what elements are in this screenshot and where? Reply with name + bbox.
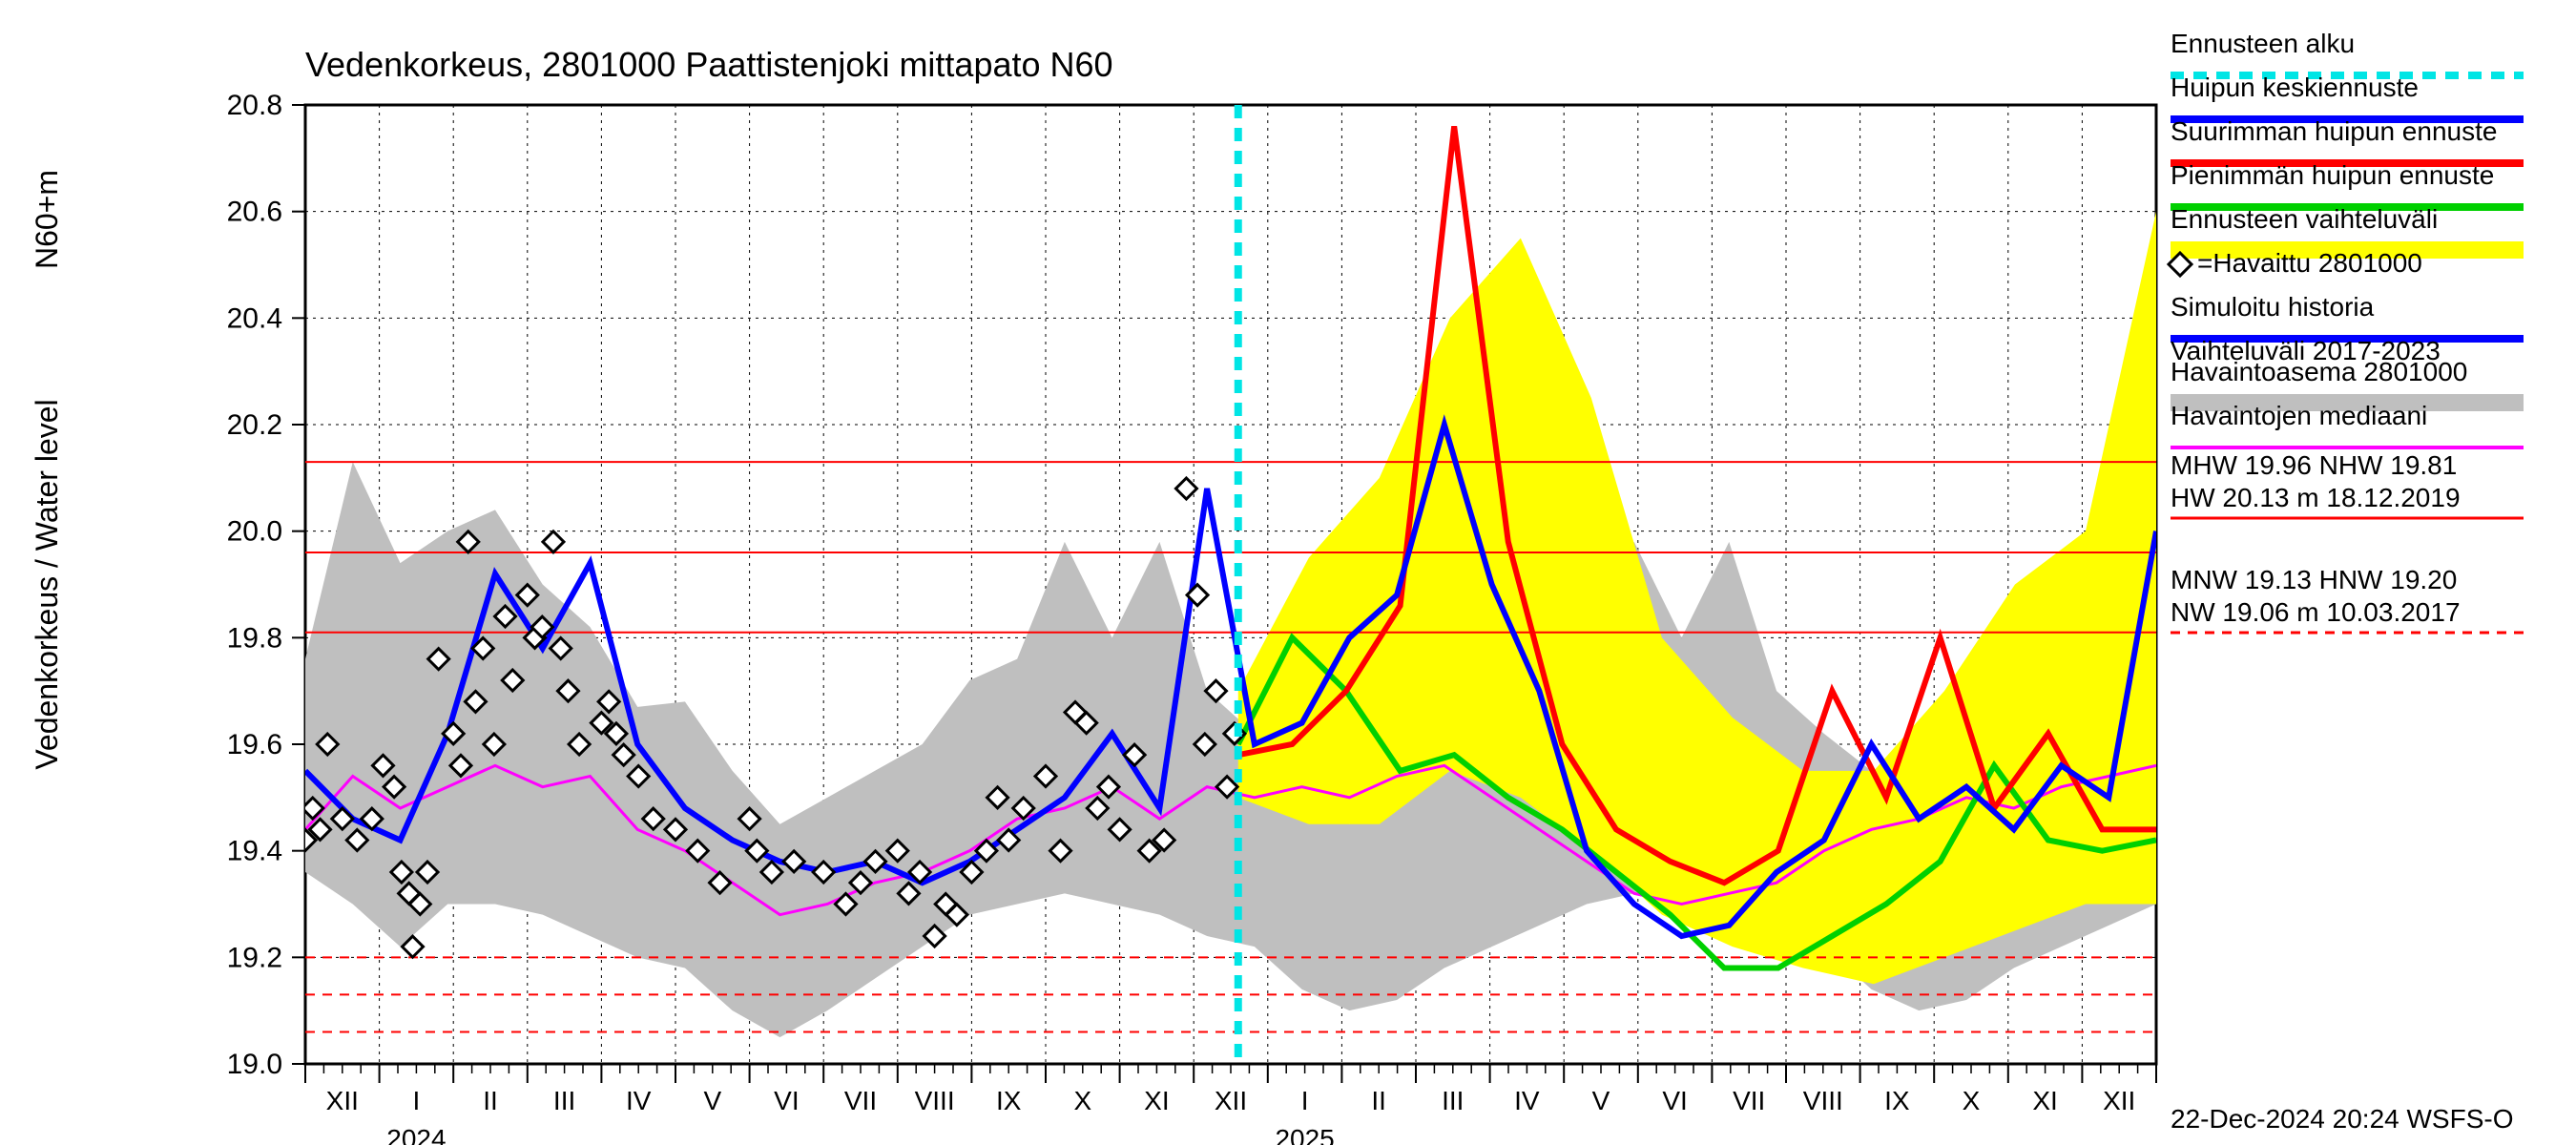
x-tick-label: VIII [1803,1086,1843,1115]
y-tick-label: 20.2 [227,409,282,441]
y-tick-label: 20.4 [227,302,282,334]
legend-label: Ennusteen vaihteluväli [2171,204,2438,234]
legend-stat: MNW 19.13 HNW 19.20 [2171,565,2457,594]
legend-label: Havaintojen mediaani [2171,401,2427,430]
y-tick-label: 20.0 [227,516,282,548]
x-year-label: 2024 [386,1124,446,1145]
x-tick-label: XII [1215,1086,1247,1115]
x-tick-label: III [1442,1086,1464,1115]
chart-title: Vedenkorkeus, 2801000 Paattistenjoki mit… [305,45,1113,84]
y-tick-label: 20.6 [227,197,282,228]
legend-label: Simuloitu historia [2171,292,2375,322]
hydrograph-chart: Vedenkorkeus, 2801000 Paattistenjoki mit… [0,0,2576,1145]
x-tick-label: IX [996,1086,1022,1115]
x-tick-label: II [1371,1086,1386,1115]
x-tick-label: VIII [915,1086,955,1115]
x-tick-label: VI [1662,1086,1687,1115]
legend-stat: HW 20.13 m 18.12.2019 [2171,483,2461,512]
x-tick-label: IX [1884,1086,1910,1115]
x-tick-label: I [413,1086,421,1115]
footer-timestamp: 22-Dec-2024 20:24 WSFS-O [2171,1104,2514,1134]
x-tick-label: XI [2032,1086,2057,1115]
x-tick-label: IV [626,1086,652,1115]
y-tick-label: 19.0 [227,1049,282,1080]
x-tick-label: VII [1733,1086,1765,1115]
x-tick-label: XII [326,1086,359,1115]
y-axis-label: Vedenkorkeus / Water level [30,399,64,769]
x-tick-label: II [483,1086,498,1115]
legend-label: =Havaittu 2801000 [2197,248,2422,278]
legend-stat: MHW 19.96 NHW 19.81 [2171,450,2457,480]
x-tick-label: VI [774,1086,799,1115]
x-tick-label: V [703,1086,721,1115]
y-tick-label: 19.2 [227,942,282,973]
x-tick-label: VII [844,1086,877,1115]
legend-label: Havaintoasema 2801000 [2171,357,2467,386]
legend-label: Ennusteen alku [2171,29,2355,58]
x-tick-label: X [1963,1086,1981,1115]
y-tick-label: 19.8 [227,622,282,654]
y-axis-label-upper: N60+m [30,170,64,269]
x-tick-label: X [1073,1086,1091,1115]
x-tick-label: III [553,1086,575,1115]
x-tick-label: XII [2103,1086,2135,1115]
legend-label: Suurimman huipun ennuste [2171,116,2497,146]
x-tick-label: XI [1144,1086,1169,1115]
x-tick-label: I [1301,1086,1309,1115]
x-year-label: 2025 [1275,1124,1334,1145]
y-tick-label: 19.6 [227,729,282,760]
legend-label: Pienimmän huipun ennuste [2171,160,2494,190]
legend-label: Huipun keskiennuste [2171,73,2419,102]
y-tick-label: 19.4 [227,836,282,867]
x-tick-label: V [1592,1086,1610,1115]
y-tick-label: 20.8 [227,90,282,121]
legend-stat: NW 19.06 m 10.03.2017 [2171,597,2461,627]
x-tick-label: IV [1514,1086,1540,1115]
